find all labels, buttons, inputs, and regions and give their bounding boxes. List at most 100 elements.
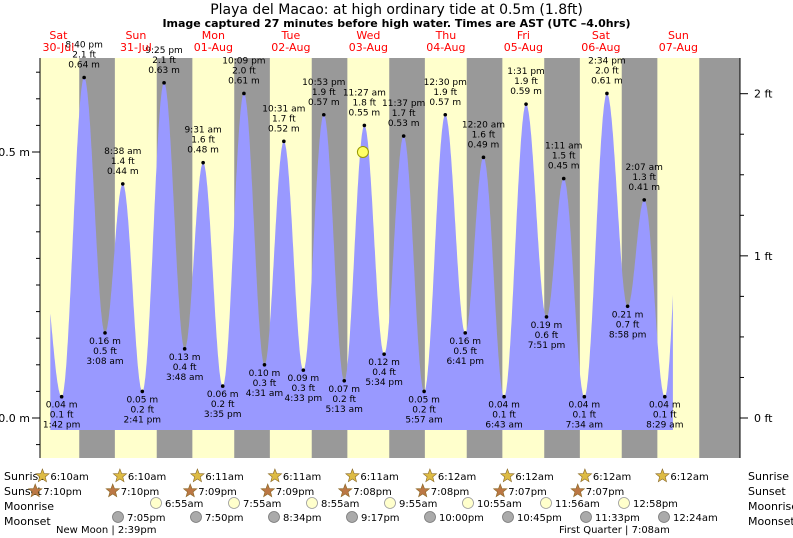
low-tide-label: 0.06 m (207, 390, 239, 400)
low-tide-label: 0.16 m (449, 337, 481, 347)
low-tide-label: 7:34 am (566, 421, 603, 431)
day-of-week-label: Fri (517, 29, 530, 42)
high-tide-label: 1.6 ft (191, 136, 215, 146)
moonrise-row-label-left: Moonrise (4, 500, 54, 513)
high-tide-label: 8:40 pm (65, 41, 103, 51)
low-tide-label: 0.13 m (169, 353, 201, 363)
low-tide-label: 0.09 m (288, 374, 320, 384)
low-tide-label: 0.04 m (649, 401, 681, 411)
tide-extreme-point (662, 394, 667, 399)
sunrise-icon (344, 468, 360, 483)
moonset-row-label-right: Moonset (748, 515, 793, 528)
right-tick-label: 2 ft (754, 88, 773, 101)
low-tide-label: 0.4 ft (173, 363, 197, 373)
low-tide-label: 0.3 ft (253, 379, 277, 389)
current-tide-marker (356, 146, 369, 158)
moonrise-time: 12:58pm (633, 499, 678, 510)
sunset-time: 7:07pm (508, 487, 547, 498)
low-tide-label: 0.04 m (568, 401, 600, 411)
sunrise-time: 6:10am (50, 472, 88, 483)
moonset-icon (424, 511, 436, 523)
low-tide-label: 7:51 pm (528, 341, 566, 351)
moon-phase-new: New Moon | 2:39pm (56, 525, 156, 536)
low-tide-label: 3:35 pm (204, 410, 242, 420)
sunset-time: 7:09pm (198, 487, 237, 498)
low-tide-label: 0.1 ft (572, 411, 596, 421)
low-tide-label: 3:08 am (86, 357, 123, 367)
left-tick-label: 0.5 m (0, 146, 30, 159)
low-tide-label: 8:29 am (646, 421, 683, 431)
low-tide-label: 6:41 pm (446, 357, 484, 367)
moonset-time: 7:05pm (127, 513, 166, 524)
low-tide-label: 0.3 ft (291, 384, 315, 394)
low-tide-label: 0.2 ft (211, 400, 235, 410)
date-label: 30-Jul (42, 41, 74, 54)
high-tide-label: 0.64 m (68, 61, 100, 71)
high-tide-label: 12:20 am (462, 120, 505, 130)
high-tide-label: 0.61 m (228, 76, 260, 86)
sunrise-time: 6:12am (515, 472, 553, 483)
high-tide-label: 0.63 m (148, 66, 180, 76)
moonset-time: 9:17pm (361, 513, 400, 524)
sunrise-row-label-right: Sunrise (748, 470, 789, 483)
high-tide-label: 1.7 ft (392, 109, 416, 119)
high-tide-label: 0.48 m (187, 146, 219, 156)
date-label: 05-Aug (504, 41, 543, 54)
moonset-row-label-left: Moonset (4, 515, 51, 528)
high-tide-label: 0.57 m (308, 98, 340, 108)
high-tide-label: 1.9 ft (514, 77, 538, 87)
low-tide-label: 0.19 m (531, 321, 563, 331)
low-tide-label: 4:31 am (246, 389, 283, 399)
high-tide-label: 9:25 pm (145, 46, 183, 56)
low-tide-label: 0.7 ft (616, 320, 640, 330)
high-tide-label: 10:31 am (262, 104, 305, 114)
sunrise-icon (499, 468, 515, 483)
moonrise-row-label-right: Moonrise (748, 500, 793, 513)
sunset-row-label-right: Sunset (748, 485, 786, 498)
low-tide-label: 0.12 m (368, 358, 400, 368)
high-tide-label: 1.6 ft (472, 130, 496, 140)
sunset-time: 7:08pm (431, 487, 470, 498)
moonset-icon (268, 511, 280, 523)
sunset-icon (337, 483, 353, 498)
high-tide-label: 2.1 ft (152, 56, 176, 66)
high-tide-label: 1.9 ft (312, 88, 336, 98)
low-tide-label: 3:48 am (166, 373, 203, 383)
low-tide-label: 5:57 am (405, 415, 442, 425)
moonset-time: 7:50pm (205, 513, 244, 524)
low-tide-label: 5:13 am (326, 405, 363, 415)
low-tide-label: 0.2 ft (332, 395, 356, 405)
moonset-icon (112, 511, 124, 523)
tide-extreme-point (59, 394, 64, 399)
moonset-time: 11:33pm (595, 513, 640, 524)
tide-curve-layer (50, 77, 673, 430)
day-of-week-label: Wed (356, 29, 380, 42)
high-tide-label: 8:38 am (104, 147, 141, 157)
high-tide-label: 11:27 am (343, 88, 386, 98)
sunset-time: 7:07pm (586, 487, 625, 498)
tide-extreme-point (502, 394, 506, 399)
tide-extreme-point (544, 315, 549, 319)
high-tide-label: 1.5 ft (552, 152, 576, 162)
tide-extreme-point (362, 123, 367, 128)
low-tide-label: 2:41 pm (124, 415, 162, 425)
day-of-week-label: Sat (592, 29, 611, 42)
high-tide-label: 10:09 pm (222, 56, 265, 66)
tide-extreme-point (642, 198, 647, 202)
high-tide-label: 1.7 ft (272, 114, 296, 124)
low-tide-label: 0.07 m (328, 385, 360, 395)
low-tide-label: 0.5 ft (93, 347, 117, 357)
tide-extreme-point (220, 384, 225, 388)
tide-extreme-point (342, 378, 347, 383)
sunrise-icon (267, 468, 283, 483)
chart-subtitle: Image captured 27 minutes before high wa… (162, 17, 631, 30)
high-tide-label: 10:53 pm (302, 78, 345, 88)
day-of-week-label: Mon (202, 29, 225, 42)
left-tick-label: 0.0 m (0, 412, 30, 425)
sunrise-time: 6:12am (593, 472, 631, 483)
tide-area (50, 77, 673, 430)
low-tide-label: 0.5 ft (453, 347, 477, 357)
moonset-icon (580, 511, 592, 523)
tide-extreme-point (182, 347, 187, 351)
moonrise-icon (306, 497, 318, 509)
